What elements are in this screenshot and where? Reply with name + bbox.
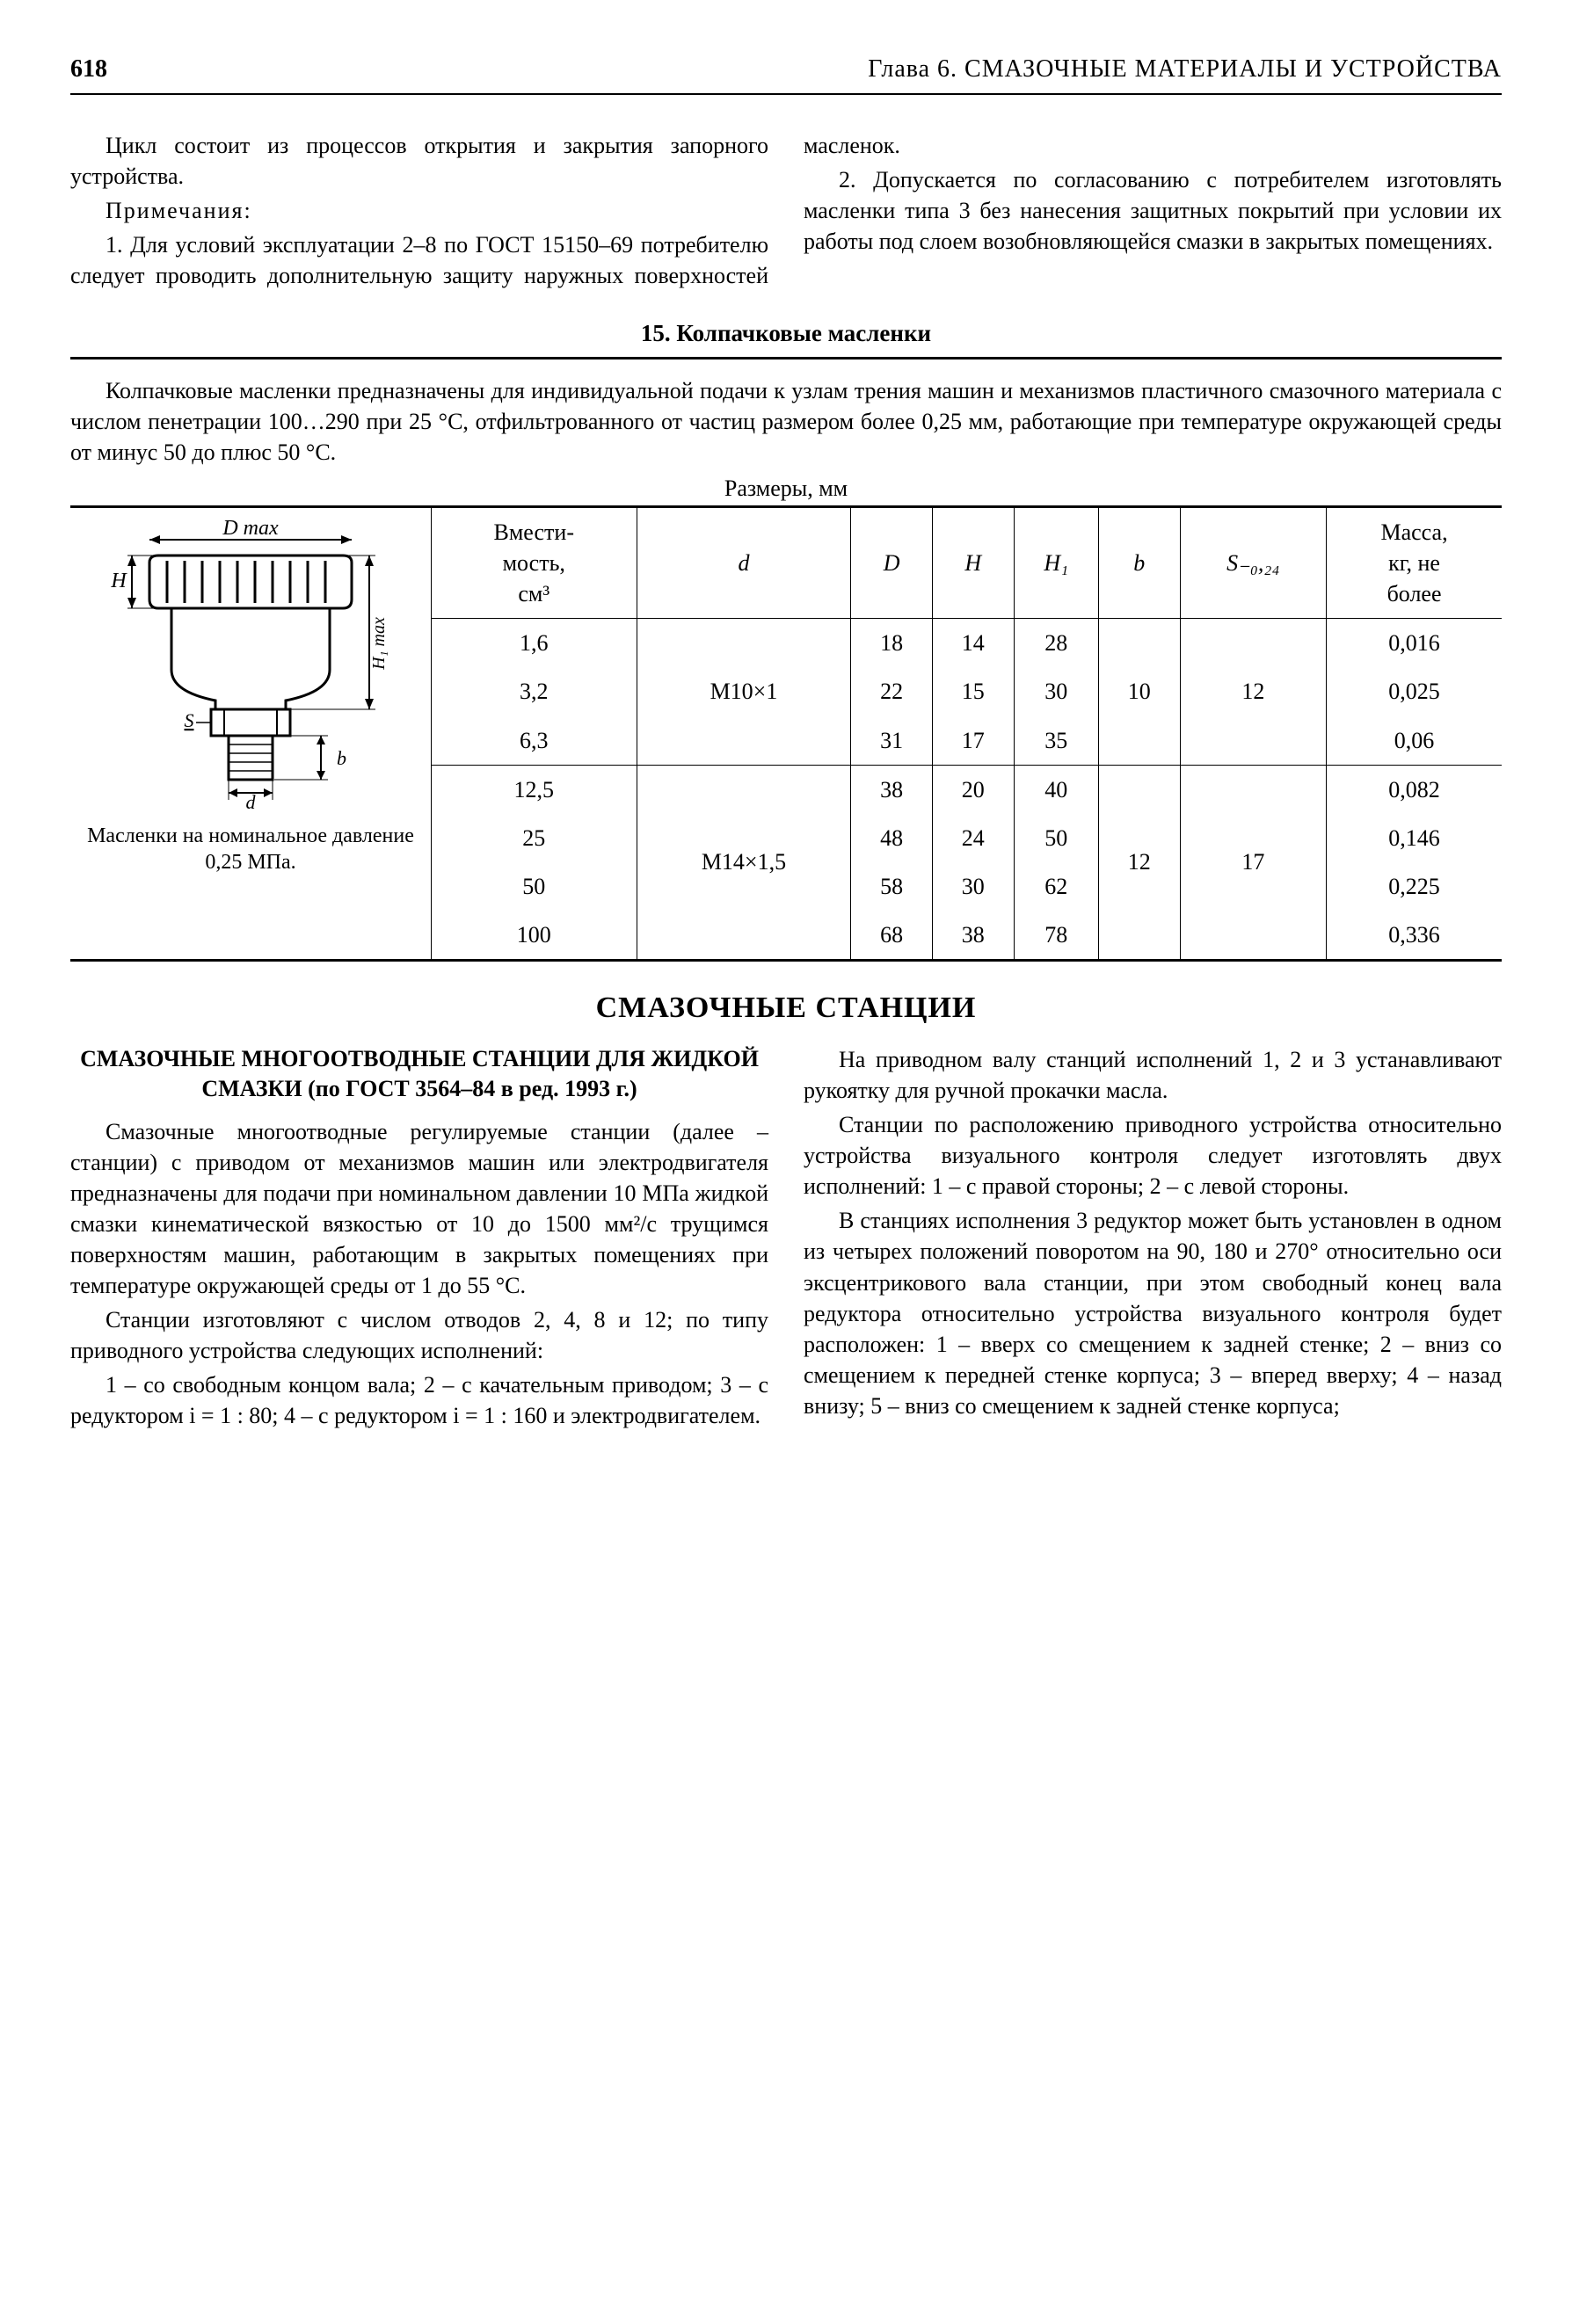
stations-p6: В станциях исполнения 3 редуктор может б…: [804, 1205, 1502, 1421]
th-b: b: [1099, 508, 1181, 619]
diagram-caption: Масленки на номинальное давление 0,25 МП…: [79, 823, 422, 875]
intro-block: Цикл состоит из процессов открытия и зак…: [70, 130, 1502, 291]
th-capacity: Вмести- мость, см³: [432, 508, 637, 619]
stations-p5: Станции по расположению приводного устро…: [804, 1109, 1502, 1202]
dimensions-label: Размеры, мм: [70, 473, 1502, 504]
intro-p3: 2. Допускается по согласованию с потреби…: [804, 164, 1502, 257]
stations-p4: На приводном валу станций исполнений 1, …: [804, 1044, 1502, 1106]
stations-heading: СМАЗОЧНЫЕ СТАНЦИИ: [70, 988, 1502, 1028]
stations-p2: Станции изготовляют с числом отводов 2, …: [70, 1304, 768, 1366]
svg-text:b: b: [337, 747, 346, 769]
th-mass: Масса, кг, не более: [1327, 508, 1502, 619]
page-header: 618 Глава 6. СМАЗОЧНЫЕ МАТЕРИАЛЫ И УСТРО…: [70, 53, 1502, 95]
stations-p3: 1 – со свободным концом вала; 2 – с кача…: [70, 1369, 768, 1431]
stations-subheading: СМАЗОЧНЫЕ МНОГООТВОДНЫЕ СТАНЦИИ ДЛЯ ЖИДК…: [70, 1044, 768, 1104]
page-number: 618: [70, 53, 107, 86]
section-15-desc-block: Колпачковые масленки предназначены для и…: [70, 375, 1502, 468]
diagram-label-dmax: D max: [222, 520, 279, 540]
th-H: H: [932, 508, 1014, 619]
th-D: D: [851, 508, 933, 619]
svg-text:S: S: [185, 709, 194, 731]
intro-p1: Цикл состоит из процессов открытия и зак…: [70, 130, 768, 192]
th-H1: H₁: [1014, 508, 1099, 619]
greasers-table: D max: [70, 508, 1502, 959]
svg-text:H: H: [110, 570, 127, 592]
notes-label: Примечания:: [70, 195, 768, 226]
greaser-diagram: D max: [79, 520, 422, 875]
th-d: d: [637, 508, 851, 619]
chapter-title: Глава 6. СМАЗОЧНЫЕ МАТЕРИАЛЫ И УСТРОЙСТВ…: [868, 53, 1502, 86]
greasers-table-wrap: D max: [70, 505, 1502, 962]
section-rule: [70, 357, 1502, 359]
stations-body: СМАЗОЧНЫЕ МНОГООТВОДНЫЕ СТАНЦИИ ДЛЯ ЖИДК…: [70, 1044, 1502, 1432]
th-S: S₋₀,₂₄: [1180, 508, 1327, 619]
stations-p1: Смазочные многоотводные регулируемые ста…: [70, 1116, 768, 1302]
section-15-title: 15. Колпачковые масленки: [70, 317, 1502, 349]
svg-text:H₁ max: H₁ max: [369, 617, 389, 671]
section-15-desc: Колпачковые масленки предназначены для и…: [70, 375, 1502, 468]
svg-text:d: d: [246, 791, 257, 810]
